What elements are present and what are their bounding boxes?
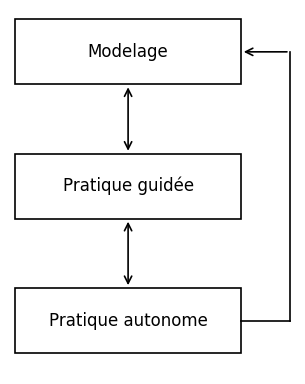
Text: Modelage: Modelage (88, 43, 168, 61)
FancyBboxPatch shape (15, 19, 241, 84)
FancyBboxPatch shape (15, 288, 241, 353)
Text: Pratique guidée: Pratique guidée (63, 177, 194, 195)
Text: Pratique autonome: Pratique autonome (49, 312, 207, 329)
FancyBboxPatch shape (15, 154, 241, 219)
